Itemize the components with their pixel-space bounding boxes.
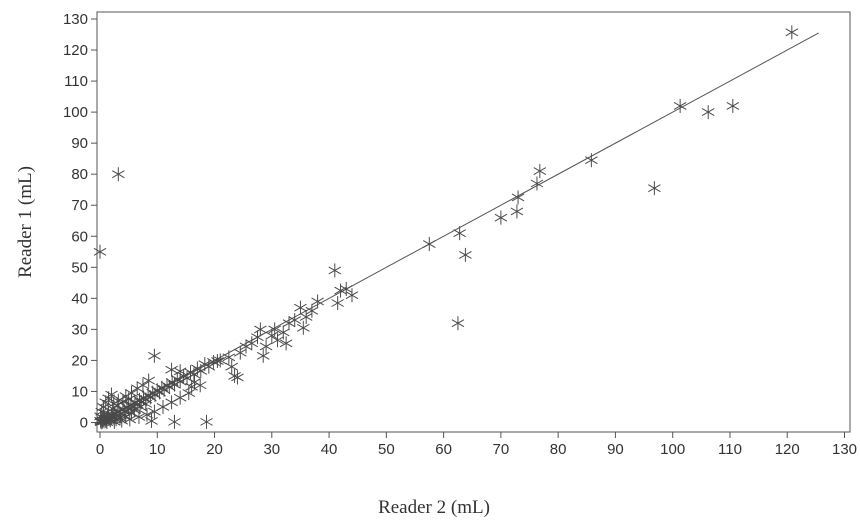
x-axis-ticks: 0 10 20 30 40 50 60 70 80 90 100 110 120 130 — [96, 432, 857, 458]
data-point — [139, 396, 153, 411]
x-tick-label: 50 — [378, 441, 395, 458]
data-point — [165, 362, 178, 377]
data-point — [345, 288, 359, 303]
y-tick-label: 30 — [71, 321, 88, 338]
data-point — [510, 204, 524, 219]
data-point — [148, 348, 161, 363]
data-point — [96, 410, 110, 425]
data-point — [213, 353, 227, 368]
data-point — [142, 373, 155, 388]
data-point — [251, 330, 264, 345]
data-point — [200, 414, 213, 429]
y-axis-label: Reader 1 (mL) — [15, 166, 36, 278]
data-point — [494, 210, 508, 225]
data-point — [245, 336, 259, 351]
data-point — [451, 316, 465, 331]
y-tick-label: 110 — [64, 73, 88, 90]
y-tick-label: 130 — [63, 11, 88, 28]
plot-frame — [96, 11, 851, 433]
data-point — [193, 378, 207, 393]
data-point — [331, 296, 344, 311]
data-point — [211, 354, 224, 369]
data-point — [276, 325, 290, 340]
data-point — [294, 300, 307, 315]
data-point — [511, 190, 525, 205]
data-point — [173, 390, 187, 405]
data-point — [102, 391, 115, 406]
data-point — [259, 339, 273, 354]
y-tick-label: 10 — [71, 383, 88, 400]
y-tick-label: 80 — [71, 166, 88, 183]
x-tick-label: 70 — [493, 441, 510, 458]
data-point — [116, 394, 130, 409]
data-point — [185, 379, 198, 394]
data-point — [140, 407, 154, 422]
y-tick-label: 120 — [63, 42, 88, 59]
x-axis-label: Reader 2 (mL) — [378, 497, 490, 518]
data-point — [530, 176, 544, 191]
data-point — [225, 359, 239, 374]
data-point — [256, 348, 270, 363]
data-point — [233, 345, 247, 360]
data-point — [311, 294, 324, 309]
data-point — [112, 167, 125, 182]
data-point — [299, 309, 313, 324]
data-point — [156, 399, 170, 414]
data-point — [173, 364, 187, 379]
x-tick-label: 90 — [607, 441, 624, 458]
x-tick-label: 80 — [550, 441, 567, 458]
x-tick-label: 40 — [321, 441, 338, 458]
data-point — [459, 247, 472, 262]
data-point — [785, 25, 799, 40]
y-axis-ticks: 0 10 20 30 40 50 60 70 80 90 100 110 120 130 — [63, 11, 97, 432]
y-tick-label: 50 — [71, 259, 88, 276]
y-tick-label: 40 — [71, 290, 88, 307]
data-point — [726, 98, 740, 113]
y-tick-label: 20 — [71, 352, 88, 369]
x-tick-label: 130 — [832, 441, 857, 458]
y-tick-label: 90 — [71, 135, 88, 152]
data-point — [136, 378, 150, 393]
x-tick-label: 120 — [775, 441, 800, 458]
data-point — [305, 303, 319, 318]
data-point — [453, 226, 466, 241]
x-tick-label: 10 — [149, 441, 166, 458]
data-point — [701, 105, 715, 120]
data-point — [165, 395, 178, 410]
data-point — [268, 322, 281, 337]
data-point — [110, 398, 124, 413]
data-point — [296, 320, 310, 335]
data-point — [279, 336, 293, 351]
data-point — [168, 414, 181, 429]
data-point — [254, 322, 267, 337]
data-point — [328, 263, 342, 278]
y-tick-label: 0 — [80, 415, 88, 432]
x-tick-label: 30 — [263, 441, 280, 458]
data-point — [533, 164, 547, 179]
data-point — [422, 237, 436, 252]
data-point — [105, 387, 118, 402]
data-point — [122, 392, 135, 407]
y-tick-label: 100 — [63, 104, 88, 121]
data-point — [97, 399, 110, 414]
data-point — [339, 282, 353, 297]
data-point — [202, 359, 216, 374]
data-points — [93, 25, 799, 430]
y-tick-label: 70 — [71, 197, 88, 214]
data-point — [231, 370, 244, 385]
x-tick-label: 20 — [206, 441, 223, 458]
data-point — [673, 98, 687, 113]
x-tick-label: 100 — [660, 441, 685, 458]
x-tick-label: 110 — [718, 441, 742, 458]
data-point — [222, 350, 236, 365]
data-point — [145, 413, 158, 428]
data-point — [93, 244, 107, 259]
y-tick-label: 60 — [71, 228, 88, 245]
x-tick-label: 60 — [435, 441, 452, 458]
data-point — [585, 153, 598, 168]
x-tick-label: 0 — [96, 441, 104, 458]
data-point — [648, 181, 661, 196]
data-point — [288, 313, 302, 328]
